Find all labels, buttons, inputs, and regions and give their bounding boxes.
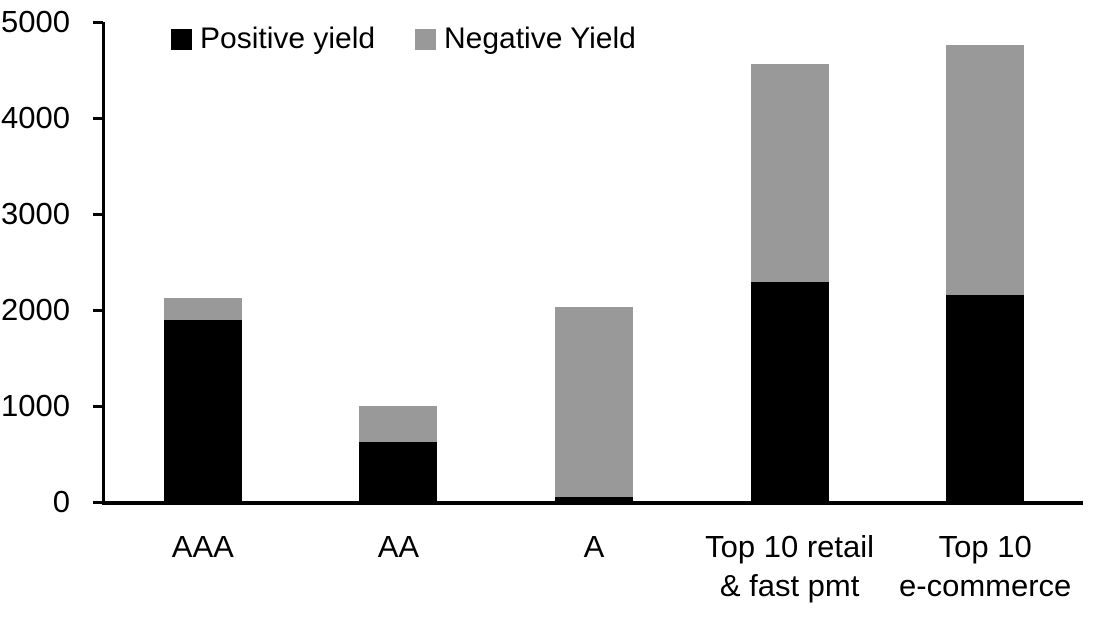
y-tick-label: 0 bbox=[52, 484, 70, 519]
bar-segment-negative bbox=[946, 45, 1025, 295]
y-tick-label: 3000 bbox=[1, 196, 70, 231]
y-tick-label: 1000 bbox=[1, 388, 70, 423]
y-axis-tick bbox=[93, 501, 103, 504]
y-tick-label: 4000 bbox=[1, 100, 70, 135]
bar-segment-negative bbox=[359, 406, 438, 443]
bar-segment-negative bbox=[555, 307, 633, 498]
y-tick-label: 5000 bbox=[1, 4, 70, 39]
bar-segment-positive bbox=[946, 294, 1025, 502]
x-axis-line bbox=[102, 501, 1083, 505]
y-axis-tick bbox=[93, 309, 103, 312]
legend-swatch-positive-yield bbox=[171, 28, 192, 50]
legend-label-negative-yield: Negative Yield bbox=[444, 22, 636, 55]
bar-segment-positive bbox=[359, 442, 438, 502]
x-category-label: A bbox=[583, 529, 605, 564]
bar-segment-positive bbox=[163, 319, 242, 502]
bar-segment-negative bbox=[750, 64, 829, 283]
legend-item-positive-yield: Positive yield bbox=[171, 22, 376, 55]
x-category-label: Top 10 retail & fast pmt bbox=[705, 529, 875, 603]
y-axis-tick bbox=[93, 213, 103, 216]
y-axis-line bbox=[102, 22, 105, 505]
x-category-label: Top 10 e-commerce bbox=[899, 529, 1072, 603]
bar-segment-positive bbox=[750, 282, 829, 502]
bar-segment-negative bbox=[163, 298, 242, 320]
x-category-label: AA bbox=[377, 529, 420, 564]
x-category-label: AAA bbox=[171, 529, 234, 564]
legend-item-negative-yield: Negative Yield bbox=[415, 22, 636, 55]
bar-segment-positive bbox=[555, 497, 633, 502]
y-tick-label: 2000 bbox=[1, 292, 70, 327]
y-axis-tick bbox=[93, 117, 103, 120]
legend-label-positive-yield: Positive yield bbox=[200, 22, 376, 55]
y-axis-tick bbox=[93, 21, 103, 24]
legend-swatch-negative-yield bbox=[415, 28, 436, 50]
y-axis-tick bbox=[93, 405, 103, 408]
